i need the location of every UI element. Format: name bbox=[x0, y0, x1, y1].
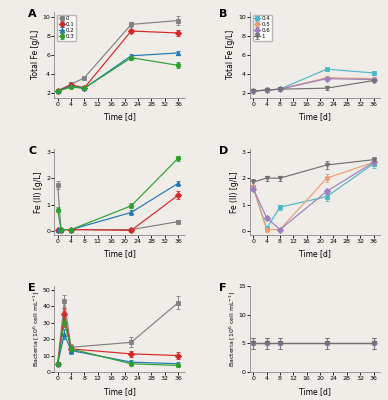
X-axis label: Time [d]: Time [d] bbox=[299, 112, 331, 122]
Legend: 0.4, 0.5, 0.6, 1: 0.4, 0.5, 0.6, 1 bbox=[253, 15, 272, 41]
X-axis label: Time [d]: Time [d] bbox=[299, 250, 331, 258]
X-axis label: Time [d]: Time [d] bbox=[104, 250, 135, 258]
Y-axis label: Bacteria [$10^6$ cell mL$^{-1}$]: Bacteria [$10^6$ cell mL$^{-1}$] bbox=[227, 291, 237, 367]
Text: D: D bbox=[218, 146, 228, 156]
X-axis label: Time [d]: Time [d] bbox=[299, 387, 331, 396]
Text: F: F bbox=[218, 283, 226, 293]
Y-axis label: Total Fe [g/L]: Total Fe [g/L] bbox=[226, 30, 235, 80]
Text: E: E bbox=[28, 283, 36, 293]
Y-axis label: Total Fe [g/L]: Total Fe [g/L] bbox=[31, 30, 40, 80]
Text: A: A bbox=[28, 8, 37, 18]
Legend: 0, 0.1, 0.2, 0.3: 0, 0.1, 0.2, 0.3 bbox=[57, 15, 76, 41]
Y-axis label: Fe (II) [g/L]: Fe (II) [g/L] bbox=[230, 171, 239, 213]
Y-axis label: Fe (II) [g/L]: Fe (II) [g/L] bbox=[35, 171, 43, 213]
Text: C: C bbox=[28, 146, 36, 156]
Text: B: B bbox=[218, 8, 227, 18]
X-axis label: Time [d]: Time [d] bbox=[104, 112, 135, 122]
Y-axis label: Bacteria [$10^6$ cell mL$^{-1}$]: Bacteria [$10^6$ cell mL$^{-1}$] bbox=[31, 291, 41, 367]
X-axis label: Time [d]: Time [d] bbox=[104, 387, 135, 396]
